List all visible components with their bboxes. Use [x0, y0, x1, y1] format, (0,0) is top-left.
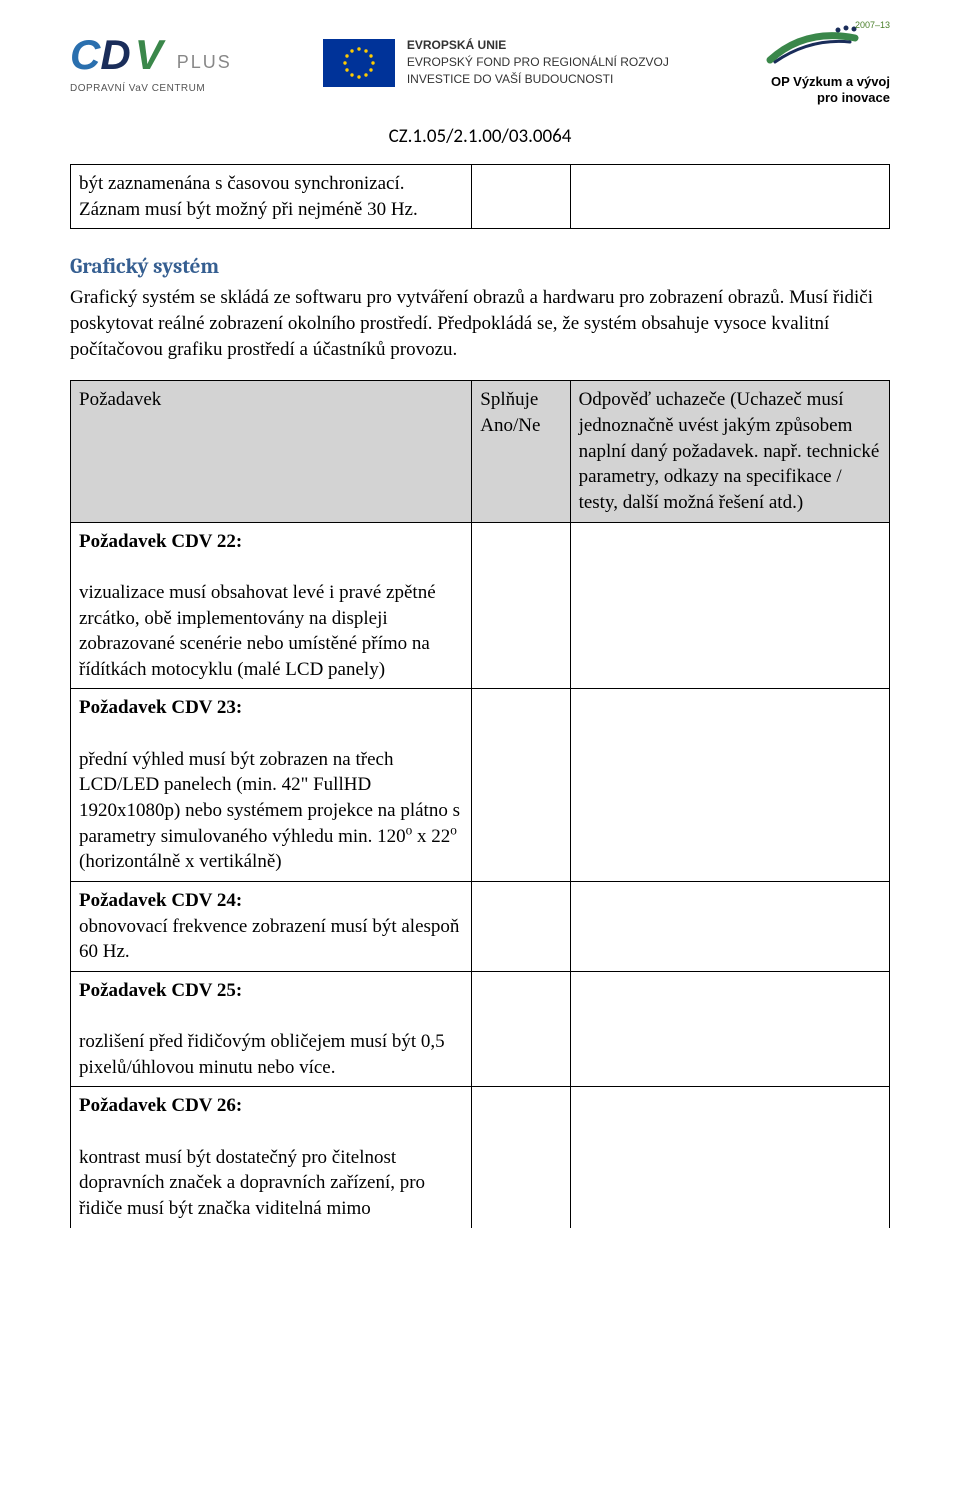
eu-line1: EVROPSKÁ UNIE	[407, 37, 669, 54]
row-24-title: Požadavek CDV 24:	[79, 890, 242, 911]
logo-eu: EVROPSKÁ UNIE EVROPSKÝ FOND PRO REGIONÁL…	[323, 37, 669, 87]
row-25-b	[472, 971, 570, 1087]
row-23: Požadavek CDV 23: přední výhled musí být…	[71, 689, 472, 881]
op-years: 2007–13	[855, 20, 890, 30]
row-24-body: obnovovací frekvence zobrazení musí být …	[79, 916, 459, 963]
cdv-letter-v: V	[135, 31, 163, 79]
row-26-body: kontrast musí být dostatečný pro čitelno…	[79, 1145, 463, 1222]
document-id: CZ.1.05/2.1.00/03.0064	[70, 125, 890, 148]
row-22-b	[472, 522, 570, 689]
op-text: OP Výzkum a vývoj pro inovace	[771, 74, 890, 105]
cdv-subtitle: DOPRAVNÍ VaV CENTRUM	[70, 83, 205, 94]
section-heading: Grafický systém	[70, 255, 890, 279]
row-23-b	[472, 689, 570, 881]
row-23-title: Požadavek CDV 23:	[79, 695, 463, 721]
hdr-col-a: Požadavek	[71, 381, 472, 522]
row-26: Požadavek CDV 26: kontrast musí být dost…	[71, 1087, 472, 1228]
section-intro: Grafický systém se skládá ze softwaru pr…	[70, 285, 890, 362]
row-25-title: Požadavek CDV 25:	[79, 978, 463, 1004]
cdv-letter-c: C	[70, 31, 100, 79]
row-24-c	[570, 881, 889, 971]
cdv-plus: PLUS	[177, 52, 232, 73]
top-table: být zaznamenána s časovou synchronizací.…	[70, 164, 890, 229]
cdv-letters: C D V	[70, 31, 163, 79]
op-line2: pro inovace	[771, 90, 890, 106]
eu-line3: INVESTICE DO VAŠÍ BUDOUCNOSTI	[407, 71, 669, 88]
row-23-body: přední výhled musí být zobrazen na třech…	[79, 747, 463, 875]
top-cell-b	[472, 165, 570, 229]
row-26-title: Požadavek CDV 26:	[79, 1093, 463, 1119]
row-26-b	[472, 1087, 570, 1228]
top-cell-text: být zaznamenána s časovou synchronizací.…	[71, 165, 472, 229]
op-line1: OP Výzkum a vývoj	[771, 74, 890, 90]
row-22-title: Požadavek CDV 22:	[79, 529, 463, 555]
row-24-b	[472, 881, 570, 971]
cdv-letter-d: D	[100, 31, 130, 79]
row-24: Požadavek CDV 24: obnovovací frekvence z…	[71, 881, 472, 971]
op-swoosh-icon: 2007–13	[760, 20, 890, 70]
row-22: Požadavek CDV 22: vizualizace musí obsah…	[71, 522, 472, 689]
hdr-col-c: Odpověď uchazeče (Uchazeč musí jednoznač…	[570, 381, 889, 522]
hdr-col-b: Splňuje Ano/Ne	[472, 381, 570, 522]
row-25-c	[570, 971, 889, 1087]
eu-flag-icon	[323, 39, 395, 87]
row-25: Požadavek CDV 25: rozlišení před řidičov…	[71, 971, 472, 1087]
requirements-table: Požadavek Splňuje Ano/Ne Odpověď uchazeč…	[70, 380, 890, 1227]
logo-cdv: C D V PLUS DOPRAVNÍ VaV CENTRUM	[70, 31, 232, 94]
row-26-c	[570, 1087, 889, 1228]
row-22-c	[570, 522, 889, 689]
row-22-body: vizualizace musí obsahovat levé i pravé …	[79, 580, 463, 683]
eu-line2: EVROPSKÝ FOND PRO REGIONÁLNÍ ROZVOJ	[407, 54, 669, 71]
row-23-c	[570, 689, 889, 881]
row-25-body: rozlišení před řidičovým obličejem musí …	[79, 1029, 463, 1080]
eu-text: EVROPSKÁ UNIE EVROPSKÝ FOND PRO REGIONÁL…	[407, 37, 669, 87]
logo-op: 2007–13 OP Výzkum a vývoj pro inovace	[760, 20, 890, 105]
top-cell-c	[570, 165, 889, 229]
header-logos: C D V PLUS DOPRAVNÍ VaV CENTRUM	[70, 20, 890, 105]
